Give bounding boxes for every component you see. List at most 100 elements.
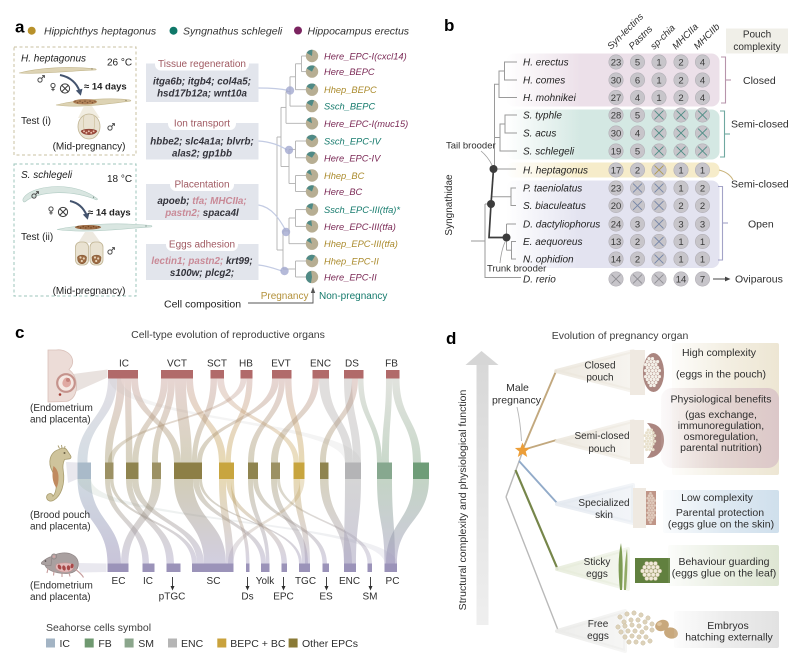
svg-text:1: 1 bbox=[678, 165, 683, 176]
svg-text:Hhep_BEPC: Hhep_BEPC bbox=[324, 85, 377, 95]
svg-text:Here_BC: Here_BC bbox=[324, 187, 363, 197]
svg-text:Closed: Closed bbox=[743, 75, 776, 87]
svg-text:Evolution of pregnancy organ: Evolution of pregnancy organ bbox=[552, 330, 689, 342]
svg-text:2: 2 bbox=[678, 93, 683, 104]
svg-text:Open: Open bbox=[748, 219, 774, 231]
svg-text:Sticky: Sticky bbox=[584, 557, 611, 568]
svg-text:Pregnancy: Pregnancy bbox=[261, 291, 309, 302]
svg-text:14: 14 bbox=[676, 274, 687, 285]
svg-text:Hippocampus erectus: Hippocampus erectus bbox=[308, 26, 410, 38]
svg-text:N. ophidion: N. ophidion bbox=[523, 255, 574, 266]
svg-text:H. heptagonus: H. heptagonus bbox=[523, 166, 588, 177]
svg-text:hbbe2; slc4a1a; blvrb;: hbbe2; slc4a1a; blvrb; bbox=[150, 137, 253, 148]
svg-text:Structural complexity and phys: Structural complexity and physiological … bbox=[457, 390, 469, 611]
svg-text:SC: SC bbox=[207, 576, 221, 587]
svg-text:S. schlegeli: S. schlegeli bbox=[523, 147, 575, 158]
svg-text:pregnancy: pregnancy bbox=[492, 395, 542, 407]
svg-text:s100w; plcg2;: s100w; plcg2; bbox=[170, 268, 234, 279]
svg-text:4: 4 bbox=[700, 75, 705, 86]
svg-text:27: 27 bbox=[611, 93, 622, 104]
svg-text:Hhep_EPC-II: Hhep_EPC-II bbox=[324, 257, 379, 267]
svg-text:Eggs adhesion: Eggs adhesion bbox=[169, 240, 235, 251]
svg-text:alas2; gp1bb: alas2; gp1bb bbox=[172, 149, 232, 160]
svg-text:(Endometrium: (Endometrium bbox=[30, 403, 93, 414]
svg-text:ENC: ENC bbox=[339, 576, 360, 587]
svg-text:1: 1 bbox=[656, 57, 661, 68]
svg-text:30: 30 bbox=[611, 128, 622, 139]
svg-text:eggs: eggs bbox=[587, 631, 609, 642]
svg-text:Here_EPC-I(muc15): Here_EPC-I(muc15) bbox=[324, 119, 408, 129]
svg-text:1: 1 bbox=[700, 237, 705, 248]
svg-text:Seahorse cells symbol: Seahorse cells symbol bbox=[46, 622, 151, 634]
svg-text:Oviparous: Oviparous bbox=[735, 274, 783, 286]
svg-text:Semi-closed: Semi-closed bbox=[731, 179, 789, 191]
svg-text:hsd17b12a; wnt10a: hsd17b12a; wnt10a bbox=[157, 89, 247, 100]
svg-text:Semi-closed: Semi-closed bbox=[731, 119, 789, 131]
svg-text:apoeb; tfa; MHCIIa;: apoeb; tfa; MHCIIa; bbox=[157, 196, 246, 207]
svg-text:H. mohnikei: H. mohnikei bbox=[523, 93, 577, 104]
svg-text:(Endometrium: (Endometrium bbox=[30, 581, 93, 592]
svg-text:Pouch: Pouch bbox=[743, 30, 771, 41]
svg-text:1: 1 bbox=[656, 75, 661, 86]
svg-text:Semi-closed: Semi-closed bbox=[574, 431, 629, 442]
svg-text:H. comes: H. comes bbox=[523, 76, 565, 87]
svg-text:pouch: pouch bbox=[586, 373, 613, 384]
svg-text:pTGC: pTGC bbox=[159, 592, 186, 603]
svg-text:4: 4 bbox=[635, 128, 640, 139]
svg-text:ENC: ENC bbox=[310, 359, 331, 370]
svg-text:High complexity: High complexity bbox=[682, 347, 757, 359]
svg-text:BEPC + BC: BEPC + BC bbox=[230, 638, 286, 650]
svg-text:IC: IC bbox=[119, 359, 129, 370]
svg-text:Ssch_EPC-III(tfa)*: Ssch_EPC-III(tfa)* bbox=[324, 205, 400, 215]
svg-text:(eggs glue on the leaf): (eggs glue on the leaf) bbox=[672, 568, 777, 580]
svg-text:SM: SM bbox=[138, 638, 154, 650]
svg-text:Yolk: Yolk bbox=[256, 576, 276, 587]
svg-text:Parental protection: Parental protection bbox=[676, 507, 764, 519]
svg-text:(gas exchange,: (gas exchange, bbox=[685, 409, 757, 421]
svg-text:28: 28 bbox=[611, 110, 622, 121]
svg-text:itga6b; itgb4; col4a5;: itga6b; itgb4; col4a5; bbox=[153, 77, 251, 88]
svg-text:eggs: eggs bbox=[586, 569, 608, 580]
svg-text:Trunk brooder: Trunk brooder bbox=[487, 264, 546, 275]
svg-text:immunoregulation,: immunoregulation, bbox=[678, 420, 764, 432]
svg-text:2: 2 bbox=[635, 165, 640, 176]
svg-text:(Brood pouch: (Brood pouch bbox=[30, 510, 90, 521]
svg-text:Non-pregnancy: Non-pregnancy bbox=[319, 291, 387, 302]
svg-text:DS: DS bbox=[345, 359, 359, 370]
svg-text:23: 23 bbox=[611, 57, 622, 68]
svg-text:FB: FB bbox=[98, 638, 111, 650]
svg-text:D. rerio: D. rerio bbox=[523, 275, 556, 286]
svg-text:Test (ii): Test (ii) bbox=[21, 232, 53, 243]
svg-text:Physiological benefits: Physiological benefits bbox=[671, 394, 772, 406]
svg-text:23: 23 bbox=[611, 183, 622, 194]
svg-text:Ssch_BEPC: Ssch_BEPC bbox=[324, 102, 375, 112]
svg-text:(Mid-pregnancy): (Mid-pregnancy) bbox=[53, 286, 126, 297]
svg-text:FB: FB bbox=[385, 359, 398, 370]
svg-text:5: 5 bbox=[635, 146, 640, 157]
svg-text:Here_EPC-III(tfa): Here_EPC-III(tfa) bbox=[324, 222, 396, 232]
svg-text:SCT: SCT bbox=[207, 359, 227, 370]
svg-text:ENC: ENC bbox=[181, 638, 204, 650]
svg-text:Embryos: Embryos bbox=[707, 620, 748, 632]
svg-text:SM: SM bbox=[363, 592, 378, 603]
svg-text:Hhep_BC: Hhep_BC bbox=[324, 171, 365, 181]
svg-text:S. biaculeatus: S. biaculeatus bbox=[523, 201, 586, 212]
svg-text:d: d bbox=[446, 329, 456, 348]
svg-text:TGC: TGC bbox=[295, 576, 316, 587]
svg-text:skin: skin bbox=[595, 510, 613, 521]
svg-text:1: 1 bbox=[656, 93, 661, 104]
svg-text:17: 17 bbox=[611, 165, 622, 176]
svg-text:2: 2 bbox=[635, 254, 640, 265]
svg-text:pastn2; spaca4l: pastn2; spaca4l bbox=[164, 208, 239, 219]
svg-text:2: 2 bbox=[678, 75, 683, 86]
svg-text:Hhep_EPC-III(tfa): Hhep_EPC-III(tfa) bbox=[324, 239, 398, 249]
svg-text:parental nutrition): parental nutrition) bbox=[680, 442, 762, 454]
svg-text:EVT: EVT bbox=[271, 359, 290, 370]
svg-text:c: c bbox=[15, 323, 24, 342]
svg-text:≈ 14 days: ≈ 14 days bbox=[84, 82, 127, 93]
svg-text:Here_EPC-II: Here_EPC-II bbox=[324, 273, 377, 283]
svg-text:20: 20 bbox=[611, 201, 622, 212]
svg-text:ES: ES bbox=[319, 592, 333, 603]
svg-text:Ds: Ds bbox=[241, 592, 253, 603]
svg-text:7: 7 bbox=[700, 274, 705, 285]
